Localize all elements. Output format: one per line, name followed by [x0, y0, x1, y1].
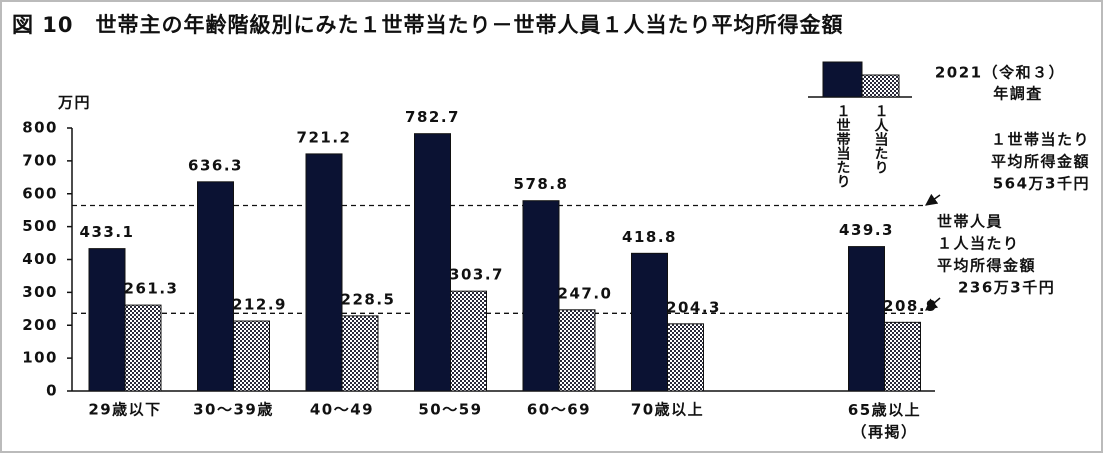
survey-note: 2021（令和３）: [935, 64, 1065, 82]
reference-label: １世帯当たり: [991, 131, 1090, 149]
x-tick-label: 70歳以上: [631, 401, 704, 419]
bar: [341, 315, 379, 392]
bar: [667, 323, 704, 392]
x-tick-label: 50～59: [418, 401, 482, 419]
bar: [631, 252, 668, 392]
arrow: [925, 297, 941, 311]
bar: [124, 304, 162, 392]
bar: [88, 248, 126, 392]
arrow: [925, 193, 941, 206]
value-label: 208.9: [883, 297, 938, 315]
y-tick-label: 100: [22, 349, 58, 367]
x-tick-label: 29歳以下: [88, 401, 161, 419]
x-tick-label: 60～69: [527, 401, 591, 419]
x-tick-label: 30～39歳: [193, 401, 274, 419]
y-tick-label: 500: [22, 217, 58, 235]
y-tick-label: 800: [22, 119, 58, 137]
value-label: 721.2: [297, 128, 352, 146]
bar: [558, 309, 596, 392]
y-tick-label: 200: [22, 316, 58, 334]
bar: [884, 321, 921, 392]
x-tick-label: 40～49: [310, 401, 374, 419]
value-label: 636.3: [188, 156, 243, 174]
value-label: 433.1: [80, 223, 135, 241]
value-label: 212.9: [232, 296, 287, 314]
chart-title: 図 10 世帯主の年齢階級別にみた１世帯当たり－世帯人員１人当たり平均所得金額: [12, 13, 844, 37]
reference-label: １人当たり: [937, 235, 1020, 253]
value-label: 439.3: [839, 221, 894, 239]
bar: [305, 153, 343, 392]
value-label: 228.5: [341, 290, 396, 308]
legend-swatch: [861, 74, 900, 98]
survey-note: 年調査: [993, 85, 1043, 103]
value-label: 204.3: [666, 298, 721, 316]
bar: [450, 290, 487, 392]
y-tick-label: 700: [22, 151, 58, 169]
x-tick-label: 65歳以上（再掲）: [848, 401, 921, 441]
y-tick-label: 400: [22, 250, 58, 268]
bar: [522, 200, 560, 392]
value-label: 782.7: [405, 108, 460, 126]
value-label: 578.8: [514, 175, 569, 193]
reference-label: 世帯人員: [937, 213, 1003, 231]
legend-label: １人当たり: [873, 104, 889, 174]
value-label: 303.7: [449, 266, 504, 284]
value-label: 261.3: [124, 280, 179, 298]
bar: [233, 320, 270, 392]
value-label: 418.8: [622, 228, 677, 246]
bar: [197, 181, 234, 392]
reference-label: 236万3千円: [958, 279, 1055, 297]
y-tick-label: 300: [22, 283, 58, 301]
bar: [414, 133, 451, 392]
y-axis-label: 万円: [57, 94, 91, 112]
value-label: 247.0: [558, 284, 613, 302]
y-tick-label: 600: [22, 184, 58, 202]
legend-label: １世帯当たり: [835, 104, 851, 188]
reference-label: 564万3千円: [993, 175, 1090, 193]
reference-label: 平均所得金額: [937, 257, 1036, 275]
reference-label: 平均所得金額: [991, 153, 1090, 171]
y-tick-label: 0: [46, 382, 58, 400]
legend-swatch: [822, 61, 863, 98]
bar: [848, 246, 885, 392]
